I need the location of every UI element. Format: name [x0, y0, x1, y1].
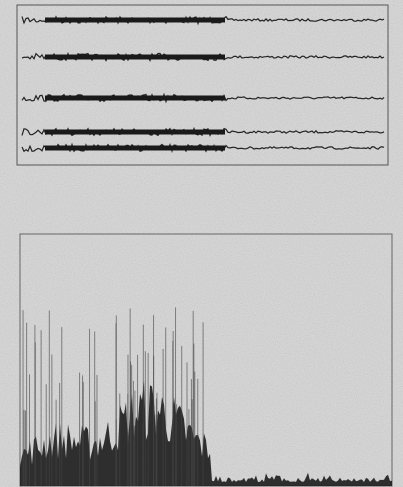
waveform-band — [45, 54, 225, 60]
waveform-band — [45, 95, 225, 101]
waveform-panel — [16, 4, 389, 166]
waveform-band — [45, 145, 225, 151]
waveform-band — [45, 17, 225, 23]
spectral-energy — [20, 380, 392, 486]
waveform-band — [45, 129, 225, 135]
panel-frame — [16, 4, 389, 166]
spectrogram-panel — [19, 233, 393, 487]
